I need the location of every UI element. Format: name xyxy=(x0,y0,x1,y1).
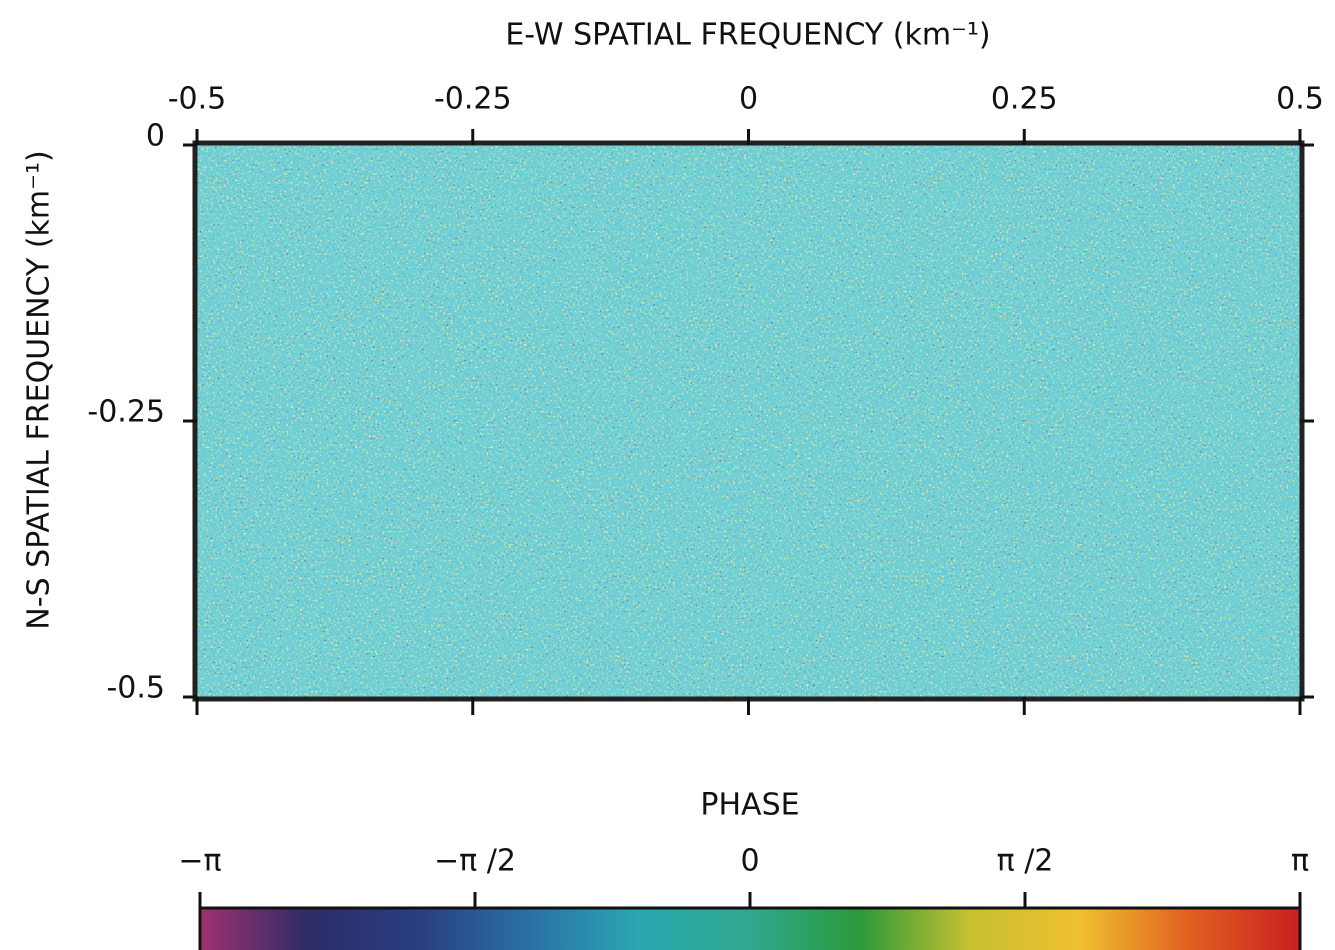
colorbar-tick-label: −π xyxy=(178,844,221,879)
heatmap-image xyxy=(197,145,1300,697)
colorbar-tick-label: 0 xyxy=(740,844,759,879)
y-tick-label: -0.25 xyxy=(87,395,165,430)
x-axis-title: E-W SPATIAL FREQUENCY (km⁻¹) xyxy=(505,18,990,53)
x-tick-label: -0.25 xyxy=(434,82,512,117)
y-tick-label: -0.5 xyxy=(106,671,165,706)
x-tick-label: 0 xyxy=(739,82,758,117)
colorbar-tick-label: π /2 xyxy=(997,844,1054,879)
x-tick-label: 0.5 xyxy=(1276,82,1324,117)
x-tick-label: -0.5 xyxy=(168,82,227,117)
colorbar-title: PHASE xyxy=(700,788,799,823)
x-tick-label: 0.25 xyxy=(991,82,1058,117)
colorbar-tick-label: −π /2 xyxy=(434,844,516,879)
colorbar xyxy=(198,906,1302,950)
y-tick-label: 0 xyxy=(146,119,165,154)
colorbar-tick-label: π xyxy=(1291,844,1309,879)
y-axis-title: N-S SPATIAL FREQUENCY (km⁻¹) xyxy=(22,150,57,629)
